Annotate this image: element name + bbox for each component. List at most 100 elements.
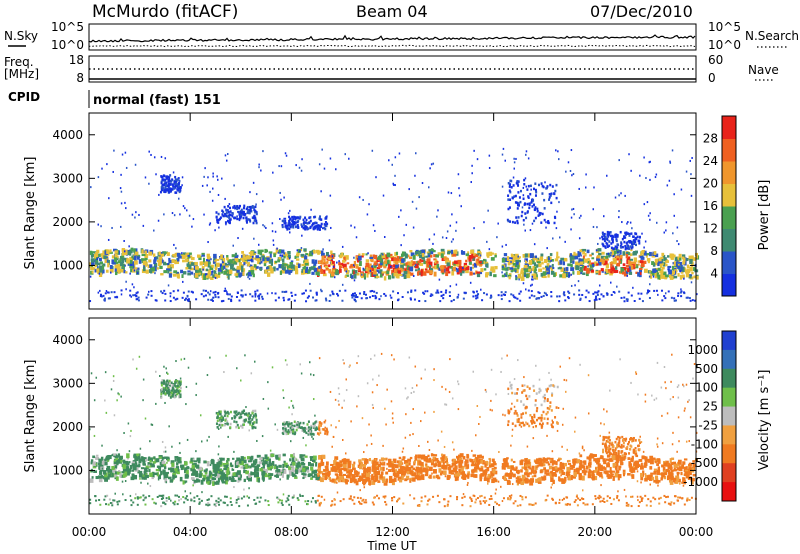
heatmap-cell [637,263,640,266]
heatmap-cell [213,253,217,259]
heatmap-cell [220,477,225,482]
heatmap-cell [338,471,343,476]
heatmap-cell [151,477,154,480]
heatmap-cell [370,265,374,269]
heatmap-cell [276,267,279,271]
heatmap-cell [625,246,628,250]
heatmap-cell [216,467,220,471]
heatmap-cell [534,182,537,185]
heatmap-cell [208,470,212,476]
heatmap-cell [230,300,233,303]
heatmap-cell [211,477,215,481]
heatmap-cell [202,477,206,482]
heatmap-cell [164,157,167,160]
heatmap-cell [610,271,613,274]
heatmap-cell [658,257,662,262]
heatmap-cell [622,469,626,473]
heatmap-cell [519,200,522,204]
heatmap-cell [188,214,191,217]
heatmap-cell [626,245,629,248]
heatmap-cell [409,456,413,460]
heatmap-cell [308,216,311,220]
heatmap-cell [456,271,460,275]
heatmap-cell [365,458,369,464]
heatmap-cell [180,467,183,471]
heatmap-cell [525,464,528,469]
heatmap-cell [131,461,135,465]
heatmap-cell [262,200,264,203]
heatmap-cell [282,220,285,223]
heatmap-cell [328,239,331,242]
heatmap-cell [611,238,614,241]
heatmap-cell [183,469,187,474]
heatmap-cell [506,256,510,262]
heatmap-cell [550,295,553,298]
heatmap-cell [193,480,198,483]
heatmap-cell [238,258,241,263]
heatmap-cell [213,477,217,481]
heatmap-cell [461,270,465,274]
heatmap-cell [383,236,386,239]
heatmap-cell [333,460,336,465]
heatmap-cell [342,473,347,476]
heatmap-cell [627,268,630,273]
heatmap-cell [524,202,526,205]
heatmap-cell [600,268,604,272]
heatmap-cell [475,297,478,300]
heatmap-cell [254,299,257,302]
heatmap-cell [323,167,326,170]
heatmap-cell [544,458,548,462]
heatmap-cell [361,458,365,461]
heatmap-cell [297,226,300,229]
heatmap-cell [419,263,424,266]
heatmap-cell [171,183,174,186]
heatmap-cell [239,210,242,213]
heatmap-cell [190,271,194,275]
heatmap-cell [327,475,330,478]
heatmap-cell [437,252,441,256]
heatmap-cell [473,272,475,275]
heatmap-cell [351,463,355,467]
heatmap-cell [452,238,454,241]
heatmap-cell [409,478,412,483]
heatmap-cell [418,469,423,474]
heatmap-cell [549,267,552,270]
heatmap-cell [236,457,241,462]
heatmap-cell [312,227,315,231]
heatmap-cell [625,264,630,268]
heatmap-cell [371,294,374,297]
heatmap-cell [648,477,653,481]
heatmap-cell [595,291,598,294]
heatmap-cell [99,261,103,265]
heatmap-cell [204,261,208,267]
heatmap-cell [593,458,598,462]
heatmap-cell [285,224,288,227]
heatmap-cell [254,473,257,477]
heatmap-cell [170,264,174,269]
heatmap-cell [649,466,653,470]
heatmap-cell [630,469,634,473]
heatmap-cell [401,295,404,298]
heatmap-cell [183,480,187,484]
heatmap-cell [167,264,171,269]
heatmap-cell [490,463,495,468]
heatmap-cell [342,463,347,468]
heatmap-cell [453,262,456,266]
heatmap-cell [279,270,283,275]
heatmap-cell [688,297,691,300]
heatmap-cell [482,471,486,476]
heatmap-cell [166,391,169,395]
heatmap-cell [689,260,693,264]
heatmap-cell [352,292,355,295]
heatmap-cell [567,297,570,300]
heatmap-cell [558,266,562,269]
heatmap-cell [114,267,118,273]
heatmap-cell [106,465,111,470]
heatmap-cell [144,250,147,255]
heatmap-cell [517,180,520,183]
heatmap-cell [428,186,430,189]
heatmap-cell [299,454,303,459]
heatmap-cell [529,284,532,287]
heatmap-cell [546,185,549,188]
heatmap-cell [123,250,126,253]
